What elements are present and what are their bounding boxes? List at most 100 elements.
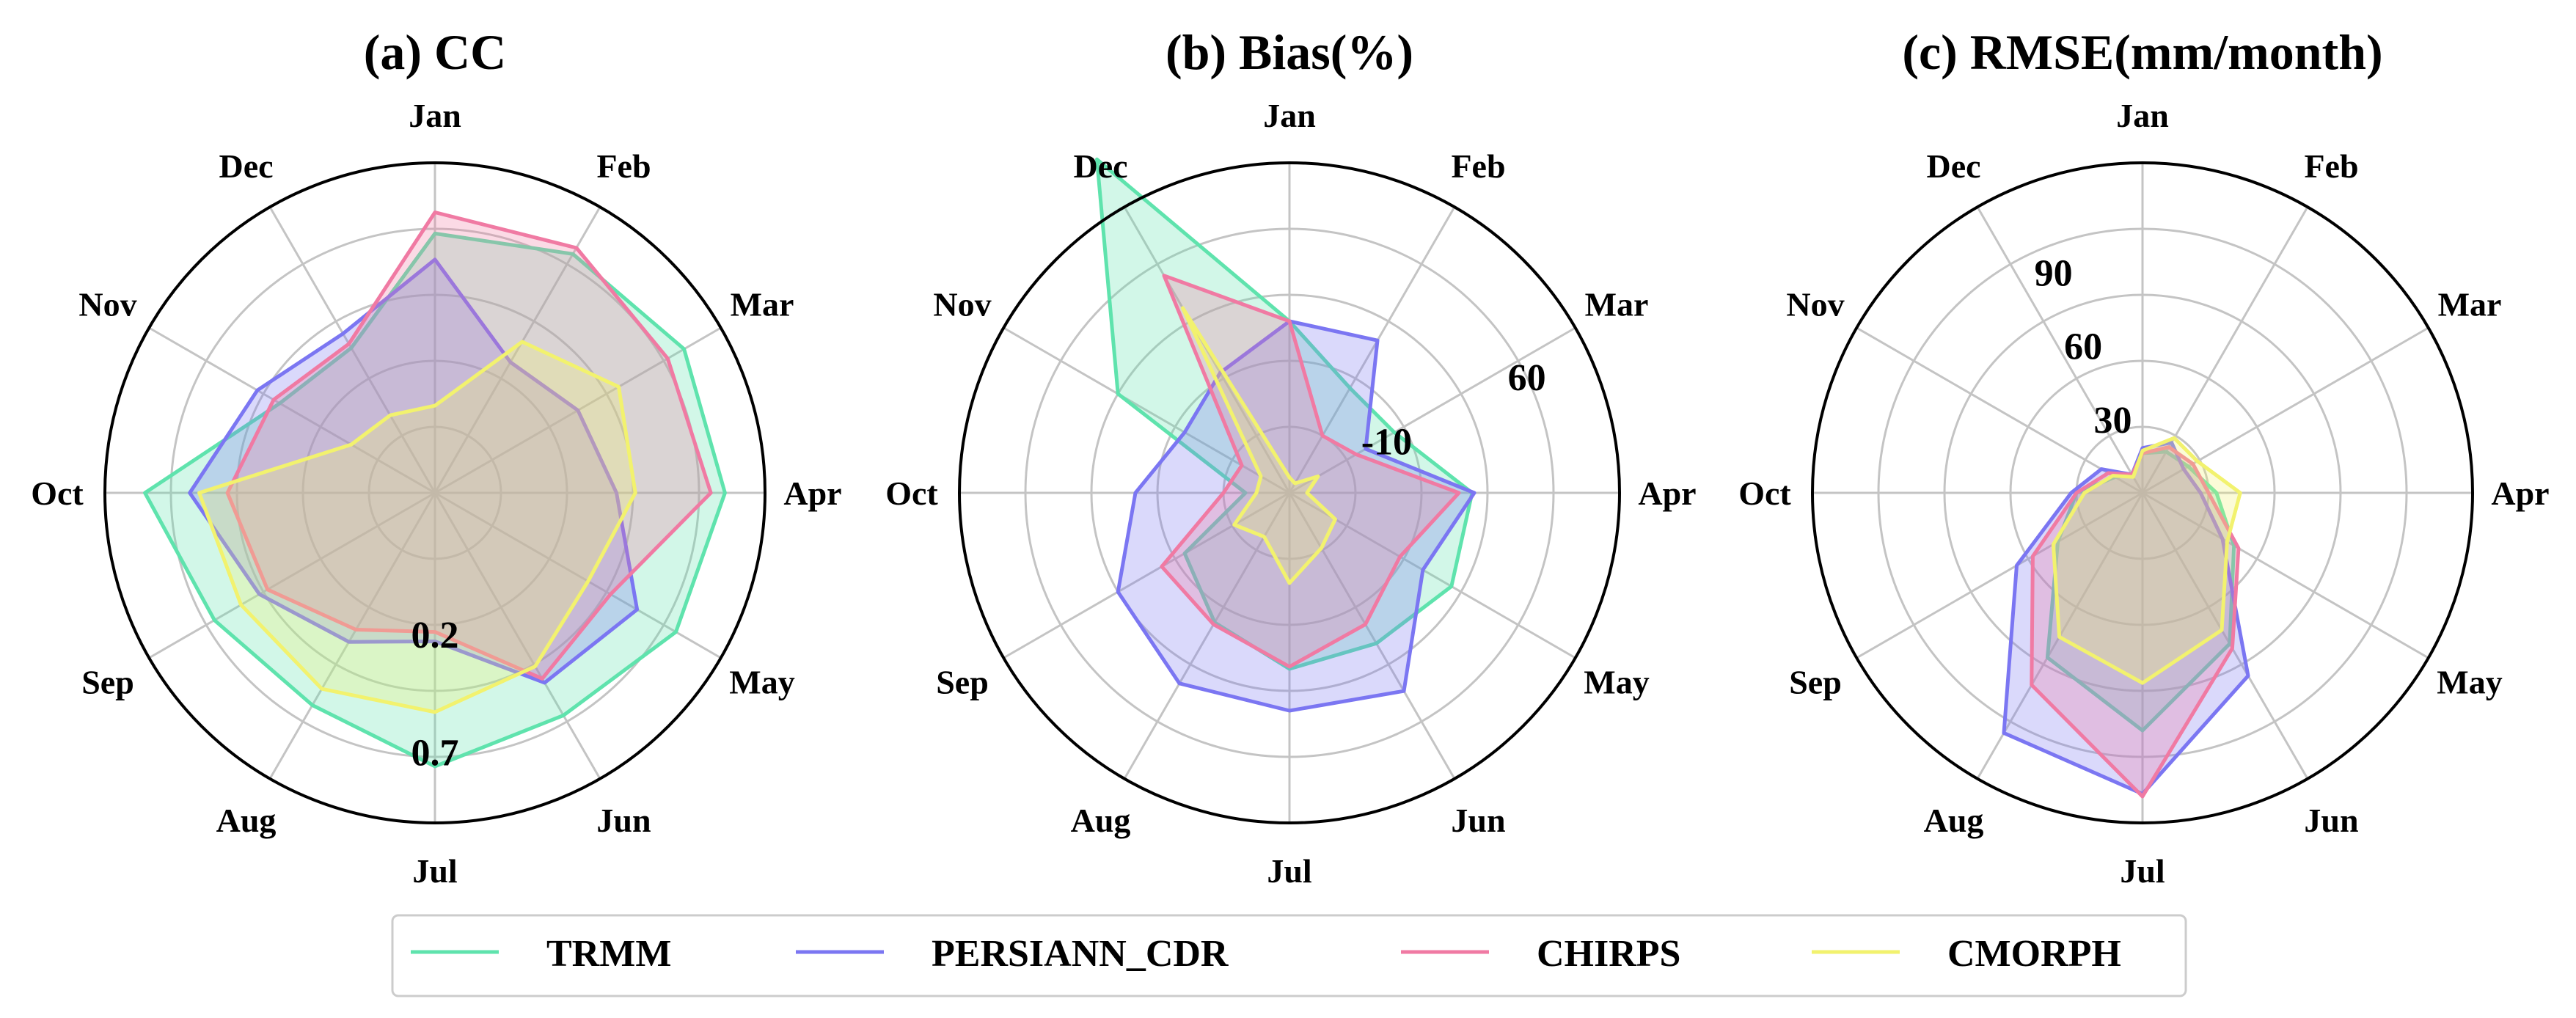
spoke-line — [1123, 492, 1291, 780]
radar-chart-3: (c) RMSE(mm/month) Jan Feb Mar Apr May Jun Jul A… — [1738, 24, 2549, 890]
series-persiann-cdr — [188, 257, 640, 685]
month-label: Apr — [1638, 475, 1696, 512]
series-cmorph — [2051, 436, 2242, 685]
spoke-line — [2142, 491, 2429, 659]
legend-label-cmorph: CMORPH — [1947, 933, 2121, 975]
month-label: Jul — [412, 852, 457, 890]
month-label: Mar — [1585, 286, 1649, 323]
month-label: Mar — [2438, 286, 2502, 323]
radar-chart-2: (b) Bias(%) Jan Feb Mar Apr May Jun Jul Aug Sep Oc… — [885, 24, 1696, 890]
month-label: Jun — [2304, 802, 2358, 839]
grid — [1812, 163, 2473, 823]
month-label: May — [1584, 664, 1649, 701]
month-label: Oct — [31, 475, 84, 512]
outer-frame — [103, 161, 766, 824]
spoke-line — [2141, 206, 2309, 494]
radar-charts: (a) CC Jan Feb Mar Apr May Jun Jul Aug Sep Oct Nov D… — [31, 24, 2549, 890]
month-label: Aug — [1071, 802, 1131, 839]
spoke-line — [1288, 492, 1456, 780]
spoke-line — [1289, 491, 1576, 659]
grid-ring — [367, 425, 502, 560]
chart-title: (c) RMSE(mm/month) — [1902, 24, 2382, 80]
month-label: Dec — [219, 147, 273, 185]
spoke-line — [1003, 491, 1290, 659]
grid-ring — [1877, 227, 2408, 758]
month-label: Jul — [2120, 852, 2165, 890]
grid — [959, 163, 1620, 823]
month-label: Dec — [1926, 147, 1980, 185]
spoke-line — [1856, 326, 2143, 494]
series-cmorph — [1181, 306, 1337, 585]
spoke-line — [1856, 491, 2143, 659]
legend-item-cmorph: CMORPH — [1812, 933, 2121, 975]
month-label: Jun — [596, 802, 651, 839]
month-label: Oct — [1738, 475, 1791, 512]
radial-tick-label: -10 — [1361, 422, 1412, 464]
chart-title: (a) CC — [364, 24, 507, 80]
radial-tick-label: 60 — [2064, 326, 2102, 368]
grid-ring — [301, 359, 568, 626]
legend: TRMM PERSIANN_CDR CHIRPS CMORPH — [391, 914, 2187, 997]
month-label: Apr — [783, 475, 841, 512]
grid-ring — [2009, 359, 2276, 626]
month-label: Sep — [936, 664, 989, 701]
month-label: May — [2437, 664, 2502, 701]
month-label: Oct — [885, 475, 938, 512]
month-label: Jun — [1451, 802, 1505, 839]
spoke-line — [434, 491, 722, 659]
spoke-line — [1976, 206, 2144, 494]
month-label: Jan — [2116, 97, 2169, 134]
legend-label-persiann-cdr: PERSIANN_CDR — [932, 933, 1229, 975]
grid-ring — [235, 293, 634, 692]
month-label: Sep — [81, 664, 134, 701]
month-label: Dec — [1073, 147, 1127, 185]
series-cmorph — [197, 340, 637, 714]
spoke-line — [148, 326, 436, 494]
spoke-line — [2142, 326, 2429, 494]
month-label: Aug — [216, 802, 277, 839]
series-chirps — [1160, 274, 1461, 669]
grid-ring — [1024, 227, 1555, 758]
legend-item-persiann-cdr: PERSIANN_CDR — [796, 933, 1229, 975]
legend-frame — [391, 914, 2187, 997]
month-label: Nov — [78, 286, 136, 323]
month-label: Aug — [1924, 802, 1984, 839]
chart-title: (b) Bias(%) — [1166, 24, 1413, 80]
grid — [105, 163, 765, 823]
month-label: Nov — [933, 286, 991, 323]
spoke-line — [1288, 206, 1456, 494]
outer-frame — [1811, 161, 2474, 824]
legend-item-chirps: CHIRPS — [1401, 933, 1680, 975]
spoke-line — [433, 492, 601, 780]
month-label: Mar — [731, 286, 794, 323]
radar-chart-1: (a) CC Jan Feb Mar Apr May Jun Jul Aug Sep Oct Nov D… — [31, 24, 841, 890]
month-label: Nov — [1786, 286, 1844, 323]
month-label: Feb — [1451, 147, 1505, 185]
outer-frame — [958, 161, 1621, 824]
grid-ring — [169, 227, 700, 758]
radial-tick-label: 0.2 — [411, 615, 459, 656]
month-label: Feb — [2304, 147, 2358, 185]
month-label: Jan — [1263, 97, 1316, 134]
series-chirps — [225, 210, 713, 681]
legend-label-chirps: CHIRPS — [1537, 933, 1680, 975]
month-label: Sep — [1789, 664, 1842, 701]
spoke-line — [268, 492, 436, 780]
spoke-line — [1123, 206, 1291, 494]
month-label: Jul — [1267, 852, 1311, 890]
radial-tick-label: 0.7 — [411, 733, 459, 775]
month-label: Feb — [596, 147, 651, 185]
grid-ring — [1090, 293, 1489, 692]
series-persiann-cdr — [1116, 319, 1477, 713]
month-label: Jan — [409, 97, 461, 134]
spoke-line — [1289, 326, 1576, 494]
spoke-line — [268, 206, 436, 494]
legend-label-trmm: TRMM — [546, 933, 671, 975]
month-label: May — [729, 664, 794, 701]
radial-tick-label: 90 — [2035, 253, 2073, 295]
series-chirps — [2030, 445, 2241, 799]
radial-tick-label: 60 — [1508, 357, 1546, 399]
spoke-line — [148, 491, 436, 659]
grid-ring — [1943, 293, 2342, 692]
